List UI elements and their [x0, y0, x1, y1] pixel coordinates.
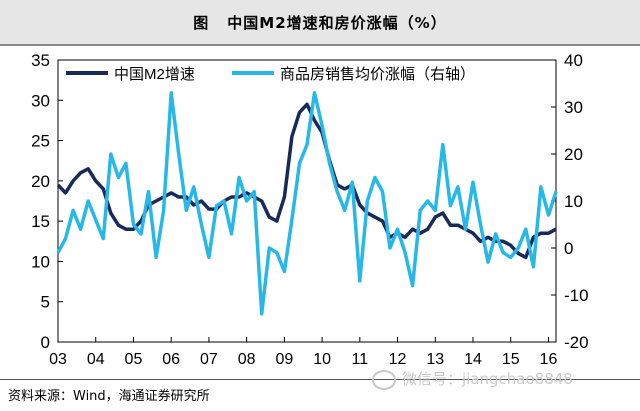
- legend-bg: [62, 62, 224, 84]
- x-tick-label: 10: [313, 351, 331, 368]
- y-left-tick-label: 5: [41, 293, 50, 312]
- x-tick-label: 13: [426, 351, 444, 368]
- series-line-m2: [56, 102, 557, 260]
- watermark-text: 微信号：jiangchao8848: [402, 370, 573, 388]
- x-tick-label: 07: [200, 351, 218, 368]
- x-tick-label: 16: [540, 351, 558, 368]
- legend-price-label: 商品房销售均价涨幅（右轴）: [280, 66, 475, 83]
- x-tick-label: 12: [389, 351, 407, 368]
- y-right-tick-label: 40: [564, 51, 583, 70]
- x-tick-label: 14: [464, 351, 482, 368]
- y-right-tick-label: 20: [564, 145, 583, 164]
- x-tick-label: 04: [87, 351, 105, 368]
- figure-label: 图: [193, 14, 210, 32]
- chart-header: 图中国M2增速和房价涨幅（%）: [0, 0, 640, 44]
- source-note: 资料来源：Wind，海通证券研究所: [8, 389, 210, 404]
- y-right-tick-label: 0: [564, 239, 573, 258]
- wechat-icon: [372, 369, 396, 390]
- y-left-tick-label: 10: [31, 252, 50, 271]
- watermark: 微信号：jiangchao8848: [372, 368, 573, 390]
- legend-m2-label: 中国M2增速: [114, 66, 195, 83]
- y-left-tick-label: 20: [31, 172, 50, 191]
- y-left-tick-label: 15: [31, 212, 50, 231]
- plot-frame: [57, 59, 557, 343]
- x-tick-label: 06: [162, 351, 180, 368]
- chart-title: 图中国M2增速和房价涨幅（%）: [0, 12, 640, 33]
- x-tick-label: 15: [502, 351, 520, 368]
- header-divider: [0, 44, 640, 46]
- y-left-tick-label: 35: [31, 51, 50, 70]
- y-right-tick-label: -10: [564, 286, 589, 305]
- x-tick-label: 08: [238, 351, 256, 368]
- footer-divider: [0, 379, 640, 380]
- y-left-tick-label: 0: [41, 333, 50, 352]
- series-line-price: [56, 91, 558, 316]
- y-left-tick-label: 25: [31, 132, 50, 151]
- y-right-tick-label: -20: [564, 333, 589, 352]
- title-text: 中国M2增速和房价涨幅（%）: [227, 14, 447, 32]
- y-left-tick-label: 30: [31, 91, 50, 110]
- x-tick-label: 11: [352, 351, 369, 368]
- x-tick-label: 09: [275, 351, 293, 368]
- legend-bg: [228, 62, 546, 84]
- x-tick-label: 05: [125, 351, 143, 368]
- y-right-tick-label: 10: [564, 192, 583, 211]
- x-tick-label: 03: [49, 351, 67, 368]
- y-right-tick-label: 30: [564, 98, 583, 117]
